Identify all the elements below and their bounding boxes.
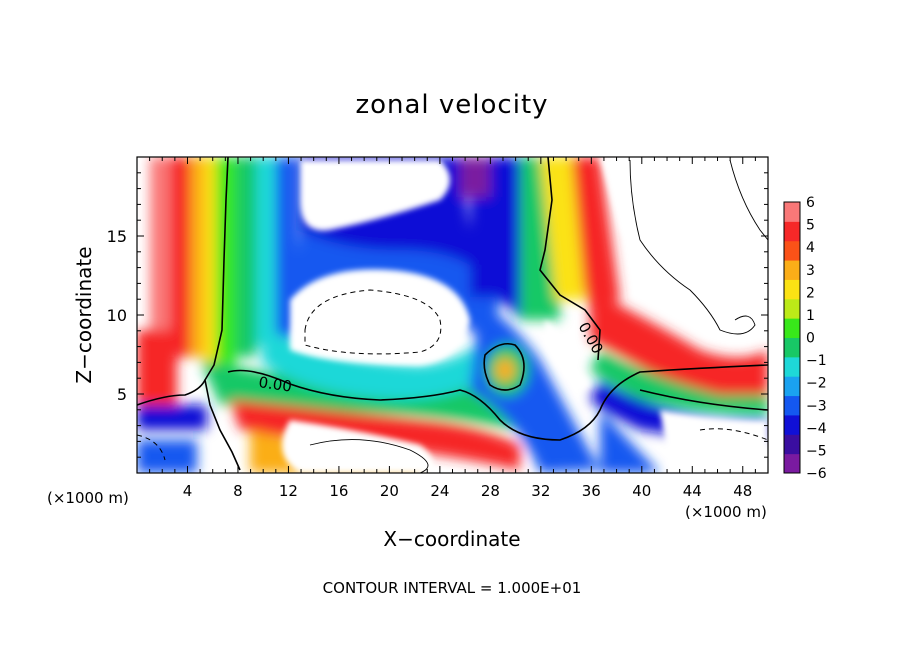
colorbar-swatch bbox=[784, 434, 800, 455]
colorbar-label: 4 bbox=[806, 240, 815, 256]
colorbar-label: 6 bbox=[806, 195, 815, 211]
x-tick-label: 4 bbox=[183, 482, 193, 500]
z-unit-label: (×1000 m) bbox=[685, 503, 767, 521]
x-tick-label: 48 bbox=[733, 482, 752, 500]
colorbar-label: 0 bbox=[806, 331, 815, 347]
colorbar-frame bbox=[783, 201, 801, 474]
colorbar-swatch bbox=[784, 356, 800, 377]
colorbar-label: 1 bbox=[806, 308, 815, 324]
colorbar-swatch bbox=[784, 337, 800, 358]
velocity-field bbox=[137, 157, 768, 473]
x-tick-label: 24 bbox=[430, 482, 449, 500]
contour-label: 0.00 bbox=[257, 373, 293, 395]
x-unit-label: (×1000 m) bbox=[47, 489, 129, 507]
x-tick-label: 8 bbox=[233, 482, 243, 500]
x-tick-label: 16 bbox=[329, 482, 348, 500]
colorbar-label: 2 bbox=[806, 285, 815, 301]
x-axis-ticks: 4 8 12 16 20 24 28 32 36 40 44 48 bbox=[149, 157, 756, 500]
colorbar-swatch bbox=[784, 279, 800, 300]
colorbar-swatch bbox=[784, 414, 800, 435]
colorbar-label: −5 bbox=[806, 443, 827, 459]
colorbar-swatch bbox=[784, 240, 800, 261]
x-tick-label: 32 bbox=[531, 482, 550, 500]
y-tick-label: 5 bbox=[117, 385, 127, 404]
y-tick-label: 10 bbox=[107, 306, 127, 325]
x-tick-label: 12 bbox=[279, 482, 298, 500]
x-axis-label: X−coordinate bbox=[383, 527, 520, 551]
contour-interval-note: CONTOUR INTERVAL = 1.000E+01 bbox=[323, 579, 582, 597]
colorbar-swatch bbox=[784, 260, 800, 280]
x-tick-label: 20 bbox=[380, 482, 399, 500]
x-tick-label: 44 bbox=[683, 482, 702, 500]
colorbar-swatch bbox=[784, 395, 800, 416]
colorbar-label: 3 bbox=[806, 263, 815, 279]
colorbar-swatch bbox=[784, 298, 800, 319]
y-axis-label: Z−coordinate bbox=[72, 246, 96, 383]
x-tick-label: 28 bbox=[481, 482, 500, 500]
colorbar: −6 −5 −4 −3 −2 −1 0 1 2 3 4 5 6 bbox=[783, 195, 827, 482]
colorbar-swatch bbox=[784, 453, 800, 474]
colorbar-label: −2 bbox=[806, 376, 827, 392]
colorbar-swatch bbox=[784, 318, 800, 338]
colorbar-swatch bbox=[784, 221, 800, 242]
colorbar-label: −1 bbox=[806, 353, 827, 369]
colorbar-label: 5 bbox=[806, 218, 815, 234]
colorbar-label: −6 bbox=[806, 466, 827, 482]
colorbar-label: −4 bbox=[806, 421, 827, 437]
y-tick-label: 15 bbox=[107, 227, 127, 246]
x-tick-label: 36 bbox=[582, 482, 601, 500]
x-tick-label: 40 bbox=[632, 482, 651, 500]
chart-title: zonal velocity bbox=[355, 90, 548, 120]
colorbar-label: −3 bbox=[806, 398, 827, 414]
colorbar-swatch bbox=[784, 376, 800, 397]
colorbar-swatch bbox=[784, 202, 800, 222]
y-axis-ticks: 5 10 15 bbox=[107, 172, 768, 458]
